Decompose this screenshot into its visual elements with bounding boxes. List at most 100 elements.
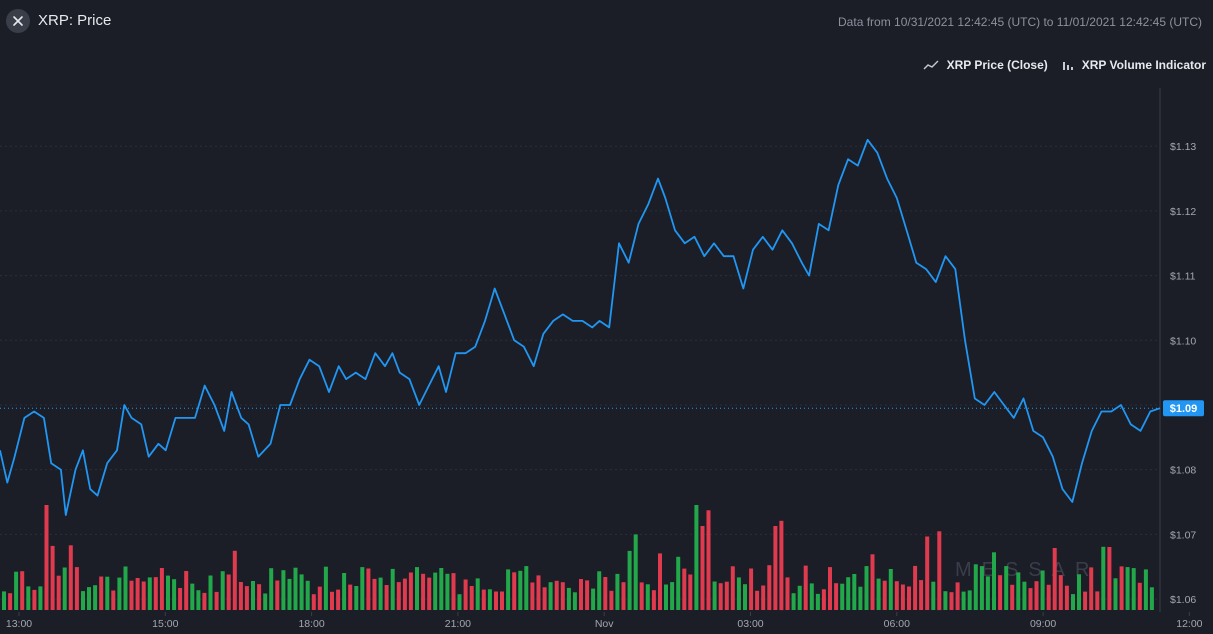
x-tick-label: 21:00 xyxy=(445,618,471,630)
volume-bar xyxy=(1083,591,1088,610)
volume-bar xyxy=(135,578,140,610)
volume-bar xyxy=(633,534,638,610)
volume-bar xyxy=(269,568,274,610)
volume-bar xyxy=(153,577,158,610)
volume-bar xyxy=(1058,575,1063,610)
volume-bar xyxy=(111,590,116,610)
volume-bar xyxy=(1101,546,1106,610)
volume-bar xyxy=(998,575,1003,610)
volume-bar xyxy=(973,564,978,610)
volume-bar xyxy=(56,575,61,610)
date-range-label: Data from 10/31/2021 12:42:45 (UTC) to 1… xyxy=(838,15,1202,29)
volume-bar xyxy=(1095,591,1100,610)
volume-bar xyxy=(105,576,110,610)
volume-bar xyxy=(542,587,547,610)
volume-bar xyxy=(421,573,426,610)
volume-bar xyxy=(475,578,480,610)
volume-bar xyxy=(1052,548,1057,610)
volume-bar xyxy=(238,582,243,610)
chart-title: XRP: Price xyxy=(38,12,112,29)
volume-bar xyxy=(99,576,104,610)
volume-bar xyxy=(736,577,741,610)
volume-bar xyxy=(688,574,693,610)
volume-bar xyxy=(469,586,474,610)
volume-bar xyxy=(396,582,401,610)
volume-bar xyxy=(858,586,863,610)
volume-bar xyxy=(317,586,322,610)
volume-bar xyxy=(445,573,450,610)
volume-bar xyxy=(1125,567,1130,610)
x-tick-label: 15:00 xyxy=(152,618,178,630)
volume-bar xyxy=(785,577,790,610)
chart-legend: XRP Price (Close) XRP Volume Indicator xyxy=(923,57,1206,73)
volume-bar xyxy=(1016,572,1021,610)
volume-bar xyxy=(299,574,304,610)
legend-item-price[interactable]: XRP Price (Close) xyxy=(923,58,1048,72)
volume-bar xyxy=(481,589,486,610)
volume-bar xyxy=(743,584,747,610)
volume-bar xyxy=(639,582,644,610)
volume-bar xyxy=(852,574,857,610)
volume-bar xyxy=(50,545,55,610)
volume-bar xyxy=(949,592,954,610)
volume-bar xyxy=(548,582,553,610)
volume-bar xyxy=(670,582,675,610)
volume-bar xyxy=(797,585,802,610)
volume-bar xyxy=(767,565,772,610)
volume-bar xyxy=(1077,574,1081,610)
volume-bar xyxy=(919,580,924,610)
volume-bar xyxy=(1131,568,1136,610)
volume-bar xyxy=(712,581,717,610)
volume-bar xyxy=(815,593,820,610)
volume-bar xyxy=(979,566,984,610)
volume-bar xyxy=(360,567,365,610)
x-tick-label: 12:00 xyxy=(1176,618,1202,630)
x-tick-label: 03:00 xyxy=(737,618,763,630)
volume-bar xyxy=(20,571,25,610)
volume-bar xyxy=(500,591,504,610)
legend-label-volume: XRP Volume Indicator xyxy=(1081,58,1206,72)
volume-bar xyxy=(1089,567,1094,610)
legend-item-volume[interactable]: XRP Volume Indicator xyxy=(1062,58,1206,72)
volume-bar xyxy=(724,581,729,610)
volume-bar xyxy=(518,570,523,610)
y-tick-label: $1.11 xyxy=(1170,271,1196,283)
volume-bar xyxy=(81,591,85,610)
close-button[interactable] xyxy=(6,9,30,33)
current-price-label: $1.09 xyxy=(1170,403,1198,415)
line-chart-icon xyxy=(923,60,939,70)
volume-bar xyxy=(512,572,517,610)
volume-bar xyxy=(323,566,328,610)
volume-bar xyxy=(779,520,784,611)
volume-bar xyxy=(147,577,152,610)
volume-bar xyxy=(572,592,577,610)
volume-bar xyxy=(846,577,851,610)
volume-bar xyxy=(232,550,237,610)
volume-bar xyxy=(882,580,887,610)
x-tick-label: 06:00 xyxy=(884,618,910,630)
y-tick-label: $1.08 xyxy=(1170,465,1196,477)
volume-bar xyxy=(281,570,286,610)
volume-bar xyxy=(342,573,347,610)
volume-bar xyxy=(26,586,31,610)
y-tick-label: $1.06 xyxy=(1170,594,1196,606)
price-line xyxy=(0,138,1161,516)
volume-bar xyxy=(773,526,778,610)
volume-bar xyxy=(311,594,316,610)
volume-bar xyxy=(597,571,602,610)
volume-bar xyxy=(560,582,565,610)
y-tick-label: $1.13 xyxy=(1170,141,1196,153)
volume-bar xyxy=(190,583,195,610)
volume-bar xyxy=(579,579,583,610)
volume-bar xyxy=(700,526,705,610)
volume-bar xyxy=(123,566,128,610)
volume-bar xyxy=(840,583,845,610)
volume-bar xyxy=(366,568,371,610)
volume-bar xyxy=(913,565,918,610)
volume-bar xyxy=(676,556,681,610)
volume-bar xyxy=(2,591,6,610)
volume-bar xyxy=(651,590,656,610)
volume-bar xyxy=(900,584,905,610)
volume-bar xyxy=(220,571,225,610)
